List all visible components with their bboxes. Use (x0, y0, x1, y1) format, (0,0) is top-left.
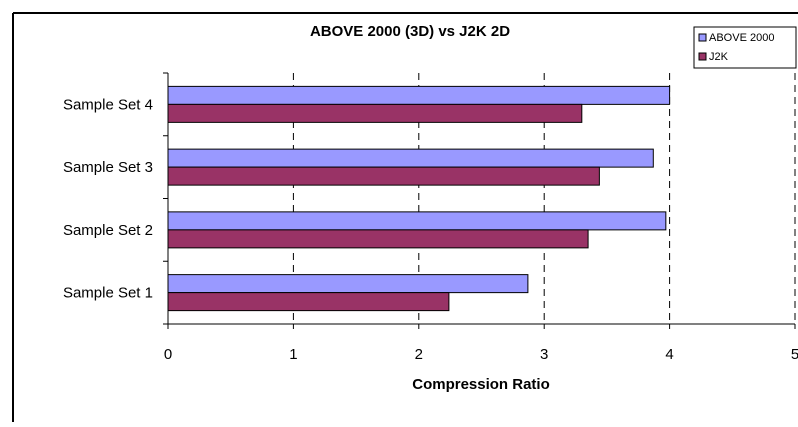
bar-j2k-set-3 (167, 166, 600, 186)
bar-above-2000-set-3 (167, 148, 654, 168)
y-category-label-1: Sample Set 1 (63, 285, 153, 302)
legend-label-above2000: ABOVE 2000 (709, 32, 774, 44)
bar-j2k-set-4 (167, 103, 583, 123)
x-tick-label-2: 2 (415, 346, 423, 363)
legend-swatch-j2k (698, 52, 707, 61)
legend: ABOVE 2000 J2K (693, 26, 797, 69)
chart-title: ABOVE 2000 (3D) vs J2K 2D (310, 23, 510, 40)
x-tick-label-3: 3 (540, 346, 548, 363)
y-category-label-2: Sample Set 2 (63, 222, 153, 239)
bar-above-2000-set-1 (167, 274, 529, 294)
y-category-label-4: Sample Set 4 (63, 96, 153, 113)
legend-box (693, 26, 797, 69)
bar-above-2000-set-2 (167, 211, 667, 231)
bars (167, 85, 671, 312)
x-axis-label: Compression Ratio (412, 376, 550, 393)
bar-j2k-set-2 (167, 229, 589, 249)
axes: 0 1 2 3 4 5 Sample Set 1 Sample Set 2 Sample Set… (63, 72, 798, 363)
legend-swatch-above2000 (698, 33, 707, 42)
y-category-label-3: Sample Set 3 (63, 159, 153, 176)
legend-label-j2k: J2K (709, 51, 729, 63)
x-tick-label-0: 0 (164, 346, 172, 363)
x-tick-label-5: 5 (791, 346, 798, 363)
bar-above-2000-set-4 (167, 85, 671, 105)
bar-j2k-set-1 (167, 292, 450, 312)
x-tick-label-4: 4 (665, 346, 673, 363)
x-tick-label-1: 1 (289, 346, 297, 363)
